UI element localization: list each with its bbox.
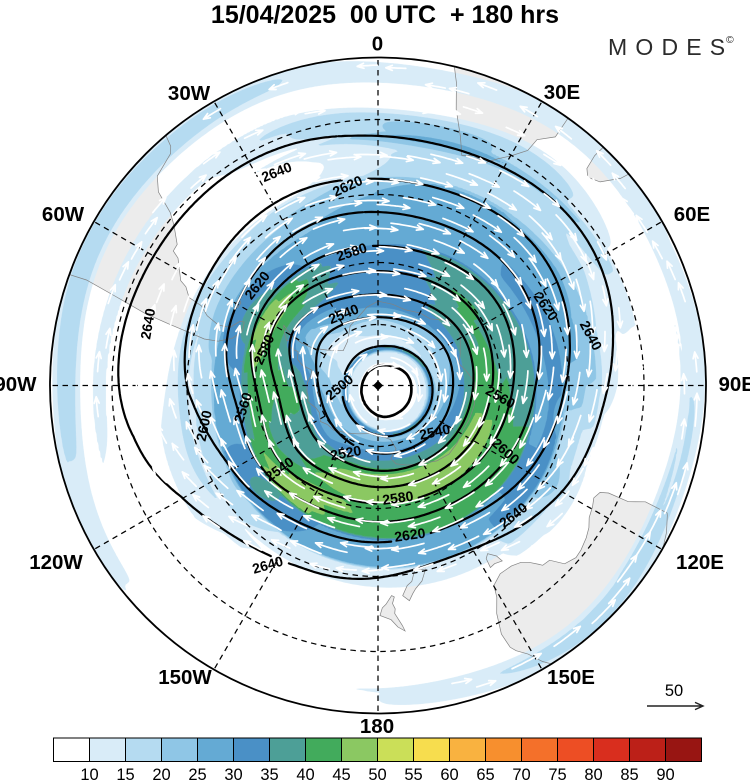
svg-text:30: 30 [224, 766, 242, 782]
svg-text:20: 20 [152, 766, 170, 782]
svg-text:120E: 120E [676, 551, 724, 574]
svg-text:50: 50 [368, 766, 386, 782]
svg-text:85: 85 [620, 766, 638, 782]
svg-text:45: 45 [332, 766, 350, 782]
svg-text:10: 10 [80, 766, 98, 782]
svg-text:©: © [726, 34, 734, 46]
svg-text:MODES: MODES [608, 34, 733, 60]
svg-text:90W: 90W [0, 373, 37, 396]
svg-text:25: 25 [188, 766, 206, 782]
svg-text:50: 50 [665, 682, 683, 700]
svg-text:90: 90 [656, 766, 674, 782]
svg-text:2520: 2520 [329, 442, 363, 463]
svg-text:2620: 2620 [393, 525, 426, 545]
svg-text:55: 55 [404, 766, 422, 782]
svg-text:15: 15 [116, 766, 134, 782]
svg-text:80: 80 [584, 766, 602, 782]
svg-text:40: 40 [296, 766, 314, 782]
svg-text:30W: 30W [168, 82, 211, 105]
svg-text:60W: 60W [42, 203, 85, 226]
svg-text:65: 65 [476, 766, 494, 782]
svg-text:2580: 2580 [381, 488, 414, 508]
svg-text:30E: 30E [544, 81, 580, 104]
svg-text:150E: 150E [547, 666, 595, 689]
svg-text:90E: 90E [719, 373, 750, 396]
svg-text:75: 75 [548, 766, 566, 782]
svg-text:180: 180 [360, 715, 394, 738]
svg-text:2600: 2600 [193, 409, 215, 443]
svg-text:35: 35 [260, 766, 278, 782]
svg-text:70: 70 [512, 766, 530, 782]
svg-text:60: 60 [440, 766, 458, 782]
svg-text:120W: 120W [29, 551, 83, 574]
svg-text:0: 0 [372, 33, 383, 56]
svg-text:60E: 60E [674, 203, 710, 226]
svg-text:2640: 2640 [137, 307, 158, 341]
svg-text:2540: 2540 [418, 421, 452, 443]
svg-text:15/04/2025 00 UTC + 180 hrs: 15/04/2025 00 UTC + 180 hrs [211, 1, 559, 29]
svg-text:150W: 150W [158, 666, 212, 689]
